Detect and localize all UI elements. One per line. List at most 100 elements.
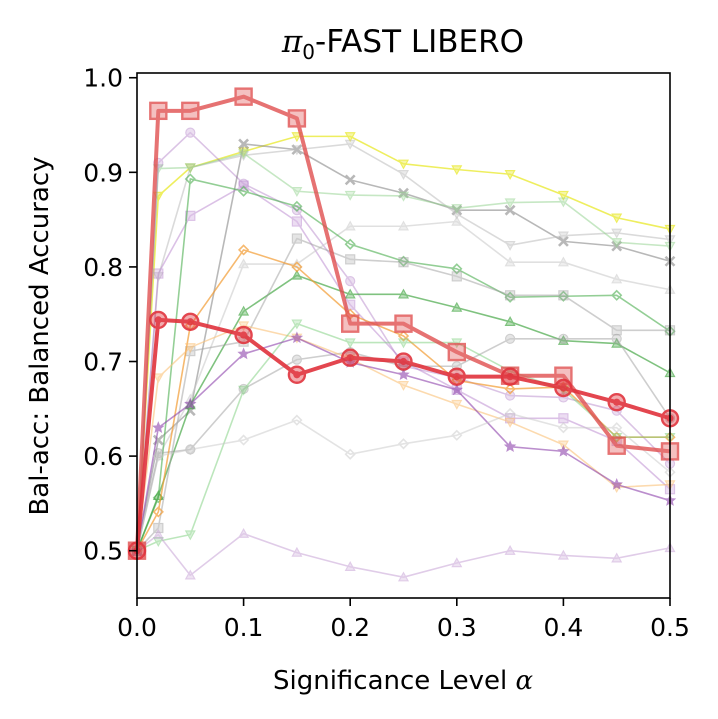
data-point-lightorange-triangle-down bbox=[184, 343, 196, 354]
data-point-gray-circle bbox=[558, 333, 569, 344]
data-point-red-square-bold bbox=[554, 366, 573, 385]
data-point-yellow-triangle-down bbox=[451, 165, 463, 176]
data-point-yellow-triangle-down bbox=[504, 170, 516, 180]
data-point-purple-star bbox=[557, 444, 570, 457]
data-point-green-diamond bbox=[291, 200, 303, 213]
data-point-purple-square-light bbox=[291, 216, 302, 227]
data-point-lightgray-triangle-up bbox=[238, 258, 250, 269]
data-point-purple-star bbox=[237, 347, 250, 360]
data-point-yellow-triangle-down bbox=[397, 159, 410, 170]
data-point-lightgreen-triangle-down bbox=[611, 238, 623, 249]
data-point-lightgray-triangle-down bbox=[291, 145, 303, 156]
series-line-gray-x bbox=[136, 143, 671, 551]
data-point-red-circle-bold-core bbox=[154, 316, 162, 324]
data-point-gray-square bbox=[345, 254, 356, 265]
data-point-red-square-bold bbox=[234, 87, 253, 106]
data-point-lightorange-triangle-down bbox=[152, 373, 164, 384]
data-point-lightgray-triangle-down bbox=[504, 240, 516, 251]
data-point-red-circle-bold-core bbox=[399, 357, 408, 366]
chart-ticks: 0.0 0.1 0.2 0.3 0.4 0.5 0.5 0.6 0.7 0.8 0.9 1.0 bbox=[83, 64, 690, 642]
data-point-lightgray-diamond bbox=[451, 429, 463, 441]
data-point-red-circle-bold-core bbox=[186, 318, 194, 326]
data-point-lightgray-triangle-up bbox=[611, 273, 623, 284]
data-point-green-diamond bbox=[344, 238, 356, 250]
data-point-lightorange-triangle-down bbox=[397, 380, 410, 391]
data-point-yellow-triangle-down bbox=[344, 132, 356, 143]
data-point-gray-circle bbox=[291, 354, 302, 365]
data-point-green-diamond bbox=[451, 263, 463, 275]
data-point-gray-square bbox=[558, 290, 569, 301]
chart-series bbox=[127, 87, 680, 582]
series-line-yellow-triangle-down bbox=[136, 135, 671, 551]
data-point-lightgray-triangle-up bbox=[344, 220, 356, 231]
data-point-purple-star bbox=[450, 383, 464, 396]
data-point-lightgray-diamond bbox=[152, 450, 164, 462]
data-point-purple-star bbox=[610, 477, 623, 490]
data-point-lightgray-diamond bbox=[184, 443, 196, 456]
data-point-gray-square bbox=[505, 290, 516, 301]
data-point-green-triangle-up bbox=[291, 269, 303, 280]
data-point-lightgray-triangle-up bbox=[557, 256, 569, 267]
series-line-lightgreen-triangle-down-2 bbox=[136, 322, 670, 552]
series-red-circle-bold bbox=[127, 310, 680, 560]
data-point-lightgray-triangle-up bbox=[397, 220, 410, 231]
data-point-lightgreen-triangle-down-2 bbox=[397, 338, 410, 349]
x-tick-label: 0.0 bbox=[117, 613, 157, 642]
data-point-gray-circle bbox=[611, 333, 622, 344]
series-line-purple-star bbox=[136, 337, 671, 551]
data-point-orange-diamond bbox=[237, 244, 250, 256]
data-point-lightgray-triangle-down bbox=[397, 170, 410, 180]
data-point-orange-diamond bbox=[397, 330, 410, 342]
data-point-red-square-bold bbox=[607, 436, 626, 455]
data-point-lightorange-triangle-down bbox=[451, 399, 463, 410]
data-point-lavender-triangle-up bbox=[291, 546, 303, 557]
data-point-red-circle-bold-core bbox=[293, 371, 301, 379]
data-point-lightgreen-triangle-down bbox=[397, 191, 410, 202]
data-point-lightgreen-triangle-down bbox=[451, 204, 463, 215]
data-point-lightgreen-triangle-down bbox=[504, 198, 516, 209]
series-line-lightgray-triangle-down bbox=[136, 143, 671, 551]
y-tick-label: 0.9 bbox=[83, 158, 123, 187]
data-point-lightgray-diamond bbox=[237, 434, 250, 446]
plot-frame bbox=[136, 72, 671, 599]
data-point-green-triangle-up bbox=[238, 305, 250, 316]
data-point-purple-square-light bbox=[238, 180, 249, 191]
x-tick-label: 0.5 bbox=[650, 613, 690, 642]
data-point-red-square-bold bbox=[287, 109, 307, 128]
data-point-purple-star bbox=[397, 368, 410, 381]
series-line-green-triangle-up bbox=[136, 274, 671, 551]
data-point-lightgreen-triangle-down bbox=[557, 197, 569, 208]
data-point-lightgray-triangle-down bbox=[451, 209, 463, 220]
data-point-lightgreen-triangle-down bbox=[344, 190, 356, 201]
data-point-lightgray-triangle-down bbox=[344, 139, 356, 150]
data-point-purple-star bbox=[290, 331, 304, 344]
data-point-lavender-triangle-up bbox=[451, 557, 463, 568]
data-point-gray-square bbox=[451, 271, 462, 282]
y-axis-label: Bal-acc: Balanced Accuracy bbox=[25, 156, 55, 515]
data-point-gray-square bbox=[153, 522, 164, 534]
data-point-lightgray-triangle-down bbox=[152, 272, 164, 283]
data-point-lavender-triangle-up bbox=[238, 527, 250, 538]
data-point-purple-square-light bbox=[558, 413, 569, 424]
data-point-lightgray-diamond bbox=[397, 438, 410, 450]
series-red-square-bold bbox=[127, 87, 680, 560]
x-tick-label: 0.1 bbox=[224, 613, 264, 642]
data-point-red-square-bold bbox=[341, 314, 360, 333]
data-point-purple-square-light bbox=[153, 268, 164, 279]
data-point-gray-x bbox=[344, 174, 356, 186]
x-tick-label: 0.2 bbox=[330, 613, 370, 642]
x-axis-label: Significance Level α bbox=[273, 666, 533, 696]
data-point-lightgray-triangle-up bbox=[504, 256, 516, 267]
series-line-green-diamond bbox=[136, 178, 671, 551]
data-point-red-square-bold bbox=[394, 314, 413, 333]
data-point-lightgreen-triangle-down bbox=[184, 163, 196, 174]
data-point-gray-x bbox=[504, 204, 516, 216]
data-point-lavender-triangle-up bbox=[344, 561, 356, 571]
data-point-purple-circle-light bbox=[505, 390, 516, 401]
data-point-orange-diamond bbox=[504, 383, 516, 395]
data-point-lightgreen-triangle-down-2 bbox=[238, 385, 250, 396]
data-point-red-square-bold bbox=[181, 101, 200, 121]
x-tick-label: 0.4 bbox=[544, 613, 584, 642]
data-point-purple-circle-light bbox=[345, 276, 356, 287]
